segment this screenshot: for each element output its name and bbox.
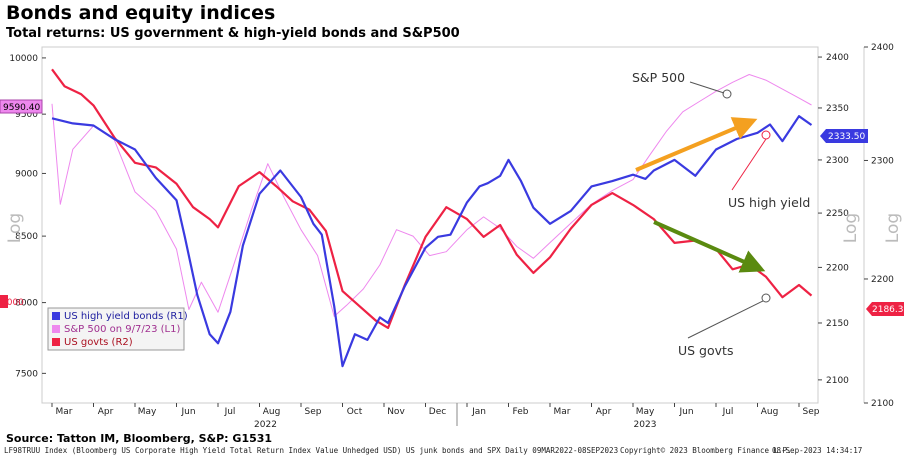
right-axis-2: 2100 2200 2300 2400 — [864, 43, 894, 409]
value-tags: 9590.40 8000 2333.50 2186.36 — [0, 99, 904, 316]
right-axis-1-log-label: Log — [841, 213, 861, 243]
x-axis: Mar Apr May Jun Jul Aug Sep Oct Nov Dec Jan Feb Mar A… — [51, 403, 820, 430]
legend-box — [47, 307, 185, 351]
govts-leader-line — [687, 300, 764, 339]
legend-label: S&P 500 on 9/7/23 (L1) — [64, 324, 180, 335]
govts-marker — [761, 293, 771, 303]
legend-label: US high yield bonds (R1) — [64, 311, 188, 322]
x-tick-label: Jul — [224, 407, 236, 417]
right2-tick-label: 2200 — [871, 275, 894, 285]
sp500-marker — [722, 89, 732, 99]
govts-last-value-tag — [866, 302, 904, 316]
trend-arrows — [635, 117, 766, 273]
legend: US high yield bonds (R1) S&P 500 on 9/7/2… — [47, 307, 188, 351]
year-label-2023: 2023 — [634, 420, 657, 430]
x-tick-label: Jun — [678, 407, 693, 417]
govts-last-value: 2186.36 — [872, 305, 904, 315]
left-axis-log-label: Log — [5, 213, 25, 243]
high-yield-last-value-tag — [820, 129, 868, 143]
left-edge-marker — [0, 295, 8, 308]
x-tick-label: Jul — [722, 407, 734, 417]
sp500-last-value-tag — [0, 99, 43, 114]
annotations: S&P 500 US high yield US govts — [632, 70, 810, 358]
x-tick-label: Feb — [513, 407, 529, 417]
high-yield-marker — [761, 130, 771, 140]
sp500-annotation: S&P 500 — [632, 70, 685, 85]
right2-tick-label: 2100 — [871, 399, 894, 409]
up-trend-arrow — [635, 117, 758, 172]
high-yield-last-value: 2333.50 — [828, 132, 865, 142]
year-label-2022: 2022 — [254, 420, 277, 430]
plot-frame — [41, 46, 819, 404]
series-line-2 — [51, 68, 813, 329]
x-tick-label: Jun — [180, 407, 195, 417]
high-yield-leader-line — [731, 138, 767, 191]
x-tick-label: Aug — [761, 407, 779, 417]
source-note: Source: Tatton IM, Bloomberg, S&P: G1531 — [6, 432, 273, 445]
right1-tick-label: 2350 — [826, 104, 849, 114]
legend-swatch — [52, 338, 60, 346]
series-line-0 — [51, 115, 813, 368]
right1-tick-label: 2400 — [826, 53, 849, 63]
right2-tick-label: 2400 — [871, 43, 894, 53]
x-tick-label: Apr — [98, 407, 114, 417]
x-tick-label: Jan — [471, 407, 486, 417]
footer-timestamp: 08-Sep-2023 14:34:17 — [772, 446, 863, 455]
legend-swatch — [52, 312, 60, 320]
footer-copyright: Copyright© 2023 Bloomberg Finance L.P. — [620, 446, 792, 455]
left-tick-label: 9500 — [15, 110, 38, 120]
left-tick-label: 10000 — [9, 54, 38, 64]
legend-label: US govts (R2) — [64, 337, 133, 348]
right2-tick-label: 2300 — [871, 156, 894, 166]
x-tick-label: Oct — [347, 407, 363, 417]
chart-title: Bonds and equity indices — [6, 2, 276, 24]
chart-subtitle: Total returns: US government & high-yiel… — [6, 26, 460, 41]
sp500-leader-line — [689, 81, 725, 94]
x-tick-label: May — [636, 407, 655, 417]
left-edge-tick: 8000 — [1, 298, 24, 308]
sp500-last-value: 9590.40 — [3, 103, 40, 113]
right1-tick-label: 2150 — [826, 319, 849, 329]
legend-swatch — [52, 325, 60, 333]
x-tick-label: May — [138, 407, 157, 417]
x-tick-label: Nov — [387, 407, 405, 417]
footer-description: LF98TRUU Index (Bloomberg US Corporate H… — [4, 446, 619, 455]
left-tick-label: 8500 — [15, 232, 38, 242]
left-tick-label: 8000 — [15, 299, 38, 309]
x-tick-label: Sep — [305, 407, 322, 417]
x-tick-label: Mar — [554, 407, 571, 417]
x-tick-label: Sep — [803, 407, 820, 417]
x-tick-label: Apr — [596, 407, 612, 417]
govts-annotation: US govts — [678, 343, 733, 358]
chart-canvas: 7500 8000 8500 9000 9500 10000 2100 2150 2200 22… — [0, 43, 904, 430]
right1-tick-label: 2300 — [826, 156, 849, 166]
right-axis-1: 2100 2150 2200 2250 2300 2350 2400 — [818, 53, 849, 386]
down-trend-arrow — [653, 220, 766, 273]
right1-tick-label: 2250 — [826, 209, 849, 219]
right1-tick-label: 2200 — [826, 263, 849, 273]
right1-tick-label: 2100 — [826, 376, 849, 386]
left-axis: 7500 8000 8500 9000 9500 10000 — [9, 54, 46, 379]
x-tick-label: Mar — [56, 407, 73, 417]
right-axis-2-log-label: Log — [883, 213, 903, 243]
series-line-1 — [51, 74, 812, 317]
x-tick-label: Dec — [429, 407, 446, 417]
left-tick-label: 7500 — [15, 369, 38, 379]
x-tick-label: Aug — [263, 407, 281, 417]
high-yield-annotation: US high yield — [728, 195, 810, 210]
left-tick-label: 9000 — [15, 169, 38, 179]
